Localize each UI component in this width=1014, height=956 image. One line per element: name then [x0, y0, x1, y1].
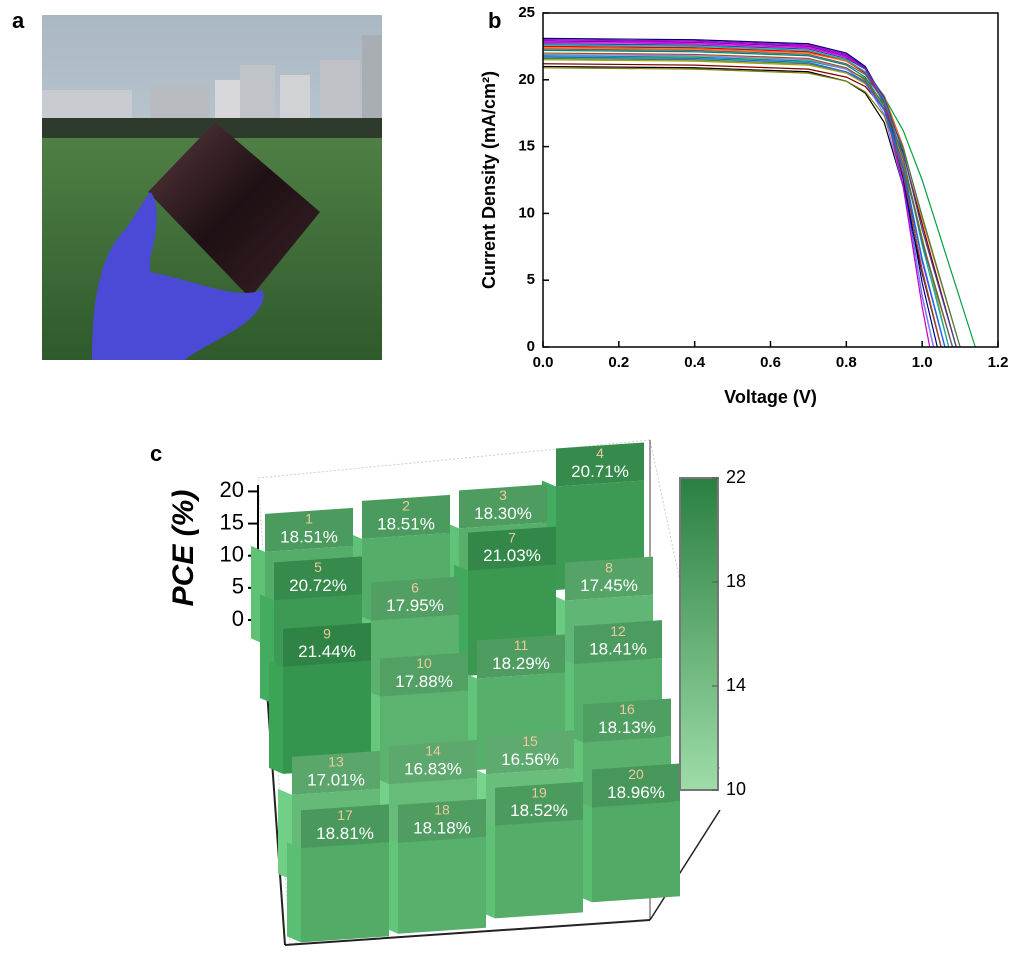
y-tick-label: 15 [518, 138, 535, 155]
bar-index: 8 [605, 559, 613, 575]
bar-index: 15 [522, 733, 538, 749]
colorbar [680, 478, 718, 790]
jv-curve [543, 54, 934, 347]
jv-curve [543, 40, 930, 347]
plot-frame [543, 13, 998, 347]
jv-curve [543, 64, 956, 347]
bar-side [287, 842, 301, 942]
bar-index: 4 [596, 445, 604, 461]
z-tick-label: 15 [220, 509, 244, 534]
z-axis-label: PCE (%) [167, 490, 200, 607]
jv-curve [543, 49, 953, 347]
panel-label: b [488, 8, 501, 33]
bar-index: 11 [514, 637, 529, 653]
jv-curve [543, 66, 941, 347]
colorbar-tick-label: 18 [726, 571, 746, 591]
z-tick-label: 20 [220, 477, 244, 502]
bar-index: 2 [402, 498, 410, 514]
bar-front [592, 801, 680, 902]
bar-value: 18.29% [492, 654, 550, 673]
panel-label: c [150, 441, 162, 466]
jv-curve [543, 38, 937, 347]
jv-curve [543, 42, 945, 347]
z-tick-label: 10 [220, 542, 244, 567]
bar-index: 12 [610, 623, 626, 639]
bar-index: 17 [337, 807, 353, 823]
bar-index: 20 [628, 766, 644, 782]
bar-value: 18.51% [280, 527, 338, 546]
jv-curve [543, 41, 941, 347]
x-tick-label: 0.2 [608, 354, 629, 371]
bar-index: 18 [434, 802, 450, 818]
bar-value: 18.30% [474, 504, 532, 523]
y-tick-label: 10 [518, 204, 535, 221]
colorbar-tick-label: 10 [726, 779, 746, 799]
figure: abc0.00.20.40.60.81.01.20510152025Voltag… [0, 0, 1014, 956]
jv-curve [543, 48, 960, 347]
bar-index: 13 [328, 754, 344, 770]
bar-value: 21.03% [483, 546, 541, 565]
jv-curve [543, 46, 953, 347]
bar-index: 1 [305, 511, 313, 527]
colorbar-tick-label: 14 [726, 675, 746, 695]
y-axis-label: Current Density (mA/cm²) [479, 71, 499, 289]
x-tick-label: 1.2 [988, 354, 1009, 371]
bar-value: 16.56% [501, 750, 559, 769]
bar-index: 19 [531, 784, 547, 800]
bar-value: 18.18% [413, 818, 471, 837]
y-tick-label: 25 [518, 4, 535, 21]
y-tick-label: 5 [527, 271, 535, 288]
bar-value: 20.71% [571, 462, 629, 481]
bar-index: 5 [314, 559, 322, 575]
bar-index: 14 [425, 743, 441, 759]
jv-curve [543, 44, 956, 347]
bar-front [301, 842, 389, 942]
bar-value: 17.45% [580, 576, 638, 595]
bar-value: 18.51% [377, 514, 435, 533]
x-tick-label: 0.4 [684, 354, 706, 371]
bar-side [269, 661, 283, 774]
bar-value: 17.88% [395, 672, 453, 691]
bar-value: 18.13% [598, 718, 656, 737]
bar-index: 7 [508, 529, 516, 545]
bar-value: 16.83% [404, 760, 462, 779]
x-tick-label: 0.8 [836, 354, 857, 371]
bar-index: 6 [411, 579, 419, 595]
bar-value: 20.72% [289, 576, 347, 595]
bar-index: 9 [323, 625, 331, 641]
bar-index: 16 [619, 701, 635, 717]
x-axis-label: Voltage (V) [724, 387, 817, 407]
z-tick-label: 0 [232, 606, 244, 631]
z-tick-label: 5 [232, 574, 244, 599]
x-tick-label: 0.6 [760, 354, 781, 371]
x-tick-label: 0.0 [533, 354, 554, 371]
bar-index: 3 [499, 487, 507, 503]
jv-curve [543, 45, 949, 347]
y-tick-label: 0 [527, 338, 535, 355]
jv-curve [543, 50, 945, 347]
bar-value: 17.01% [307, 770, 365, 789]
panel-label: a [12, 8, 25, 33]
photo [42, 15, 382, 360]
bar-value: 21.44% [298, 642, 356, 661]
bar-value: 18.41% [589, 640, 647, 659]
bar-value: 18.52% [510, 801, 568, 820]
jv-curve [543, 58, 960, 347]
x-tick-label: 1.0 [912, 354, 933, 371]
bar-front [398, 837, 486, 934]
bar-value: 18.96% [607, 783, 665, 802]
bar-value: 17.95% [386, 596, 444, 615]
colorbar-tick-label: 22 [726, 467, 746, 487]
bar-value: 18.81% [316, 824, 374, 843]
bar-front [495, 820, 583, 919]
bar-index: 10 [416, 655, 432, 671]
y-tick-label: 20 [518, 71, 535, 88]
